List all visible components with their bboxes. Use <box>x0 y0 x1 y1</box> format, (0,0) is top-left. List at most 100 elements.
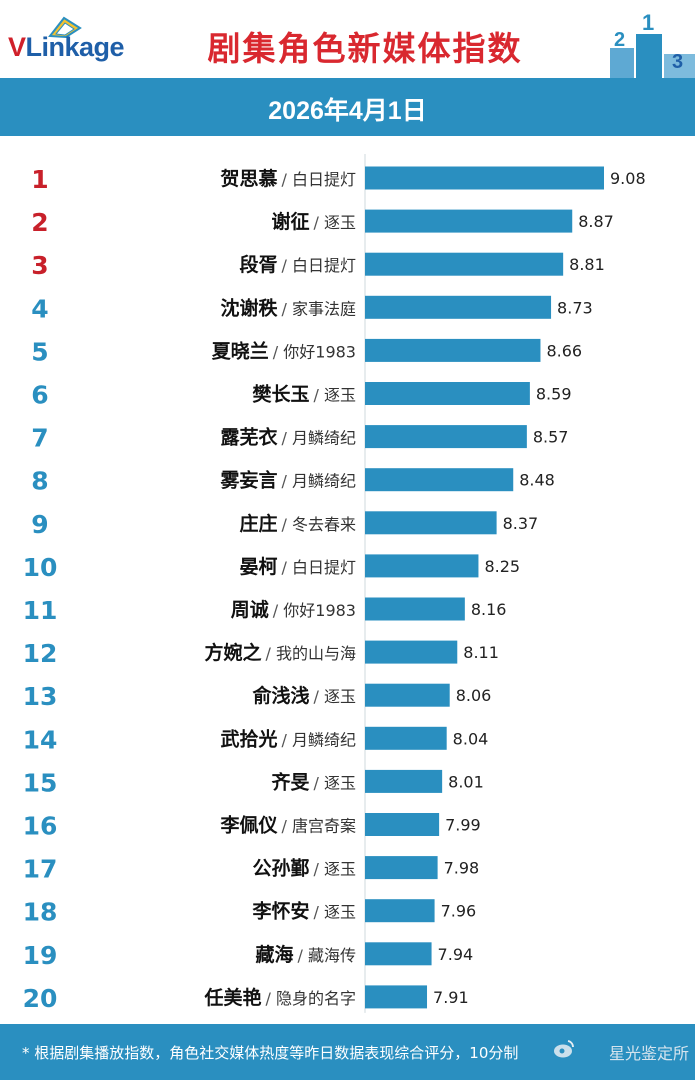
label-separator: / <box>282 429 292 448</box>
ranking-row-16: 16 李佩仪 / 唐宫奇案 7.99 <box>23 812 481 841</box>
label-separator: / <box>273 601 283 620</box>
score-bar <box>365 769 443 793</box>
show-title: 月鳞绮纪 <box>292 429 356 448</box>
score-value: 8.01 <box>448 772 484 791</box>
score-bar <box>365 856 438 880</box>
label-separator: / <box>282 515 292 534</box>
rank-number: 4 <box>31 294 48 323</box>
character-name: 齐旻 <box>271 770 309 793</box>
ranking-row-6: 6 樊长玉 / 逐玉 8.59 <box>31 381 571 410</box>
character-name: 雾妄言 <box>220 469 277 492</box>
score-bar <box>365 640 458 664</box>
score-value: 7.96 <box>441 902 477 921</box>
label-separator: / <box>282 558 292 577</box>
svg-text:3: 3 <box>672 51 683 73</box>
ranking-row-8: 8 雾妄言 / 月鳞绮纪 8.48 <box>31 467 555 496</box>
footer: * 根据剧集播放指数，角色社交媒体热度等昨日数据表现综合评分，10分制 星光鉴定… <box>0 1024 695 1080</box>
ranking-row-12: 12 方婉之 / 我的山与海 8.11 <box>23 639 499 668</box>
ranking-row-20: 20 任美艳 / 隐身的名字 7.91 <box>23 984 469 1013</box>
character-name: 李怀安 <box>251 900 309 923</box>
character-name: 贺思慕 <box>219 167 277 190</box>
score-bar <box>365 683 450 707</box>
ranking-row-1: 1 贺思慕 / 白日提灯 9.08 <box>31 165 645 194</box>
character-label: 周诚 / 你好1983 <box>231 599 356 621</box>
show-title: 我的山与海 <box>276 644 356 663</box>
character-label: 武拾光 / 月鳞绮纪 <box>220 727 356 750</box>
character-name: 夏晓兰 <box>212 339 269 362</box>
score-value: 7.94 <box>438 945 474 964</box>
ranking-row-5: 5 夏晓兰 / 你好1983 8.66 <box>31 337 582 366</box>
character-name: 公孙鄞 <box>252 857 309 880</box>
character-name: 任美艳 <box>203 986 261 1009</box>
rank-number: 3 <box>31 251 48 280</box>
label-separator: / <box>314 687 324 706</box>
character-label: 谢征 / 逐玉 <box>271 210 356 233</box>
show-title: 白日提灯 <box>292 256 356 275</box>
rank-number: 15 <box>23 768 58 797</box>
character-label: 李佩仪 / 唐宫奇案 <box>219 814 356 837</box>
show-title: 逐玉 <box>324 213 356 232</box>
character-name: 谢征 <box>271 210 309 233</box>
score-value: 8.06 <box>456 686 492 705</box>
rank-number: 8 <box>31 467 48 496</box>
score-value: 8.59 <box>536 385 572 404</box>
watermark-text: 星光鉴定所 <box>608 1044 689 1063</box>
svg-text:2: 2 <box>614 29 625 51</box>
show-title: 家事法庭 <box>292 299 356 318</box>
rank-number: 11 <box>23 596 58 625</box>
character-label: 李怀安 / 逐玉 <box>251 900 356 923</box>
character-name: 露芜衣 <box>220 426 277 449</box>
character-label: 夏晓兰 / 你好1983 <box>212 339 356 362</box>
score-value: 8.87 <box>578 212 614 231</box>
character-name: 李佩仪 <box>219 814 278 837</box>
character-label: 齐旻 / 逐玉 <box>271 770 356 793</box>
rank-number: 2 <box>31 208 48 237</box>
score-bar <box>365 511 497 535</box>
ranking-row-14: 14 武拾光 / 月鳞绮纪 8.04 <box>23 725 489 754</box>
rank-number: 19 <box>23 941 58 970</box>
ranking-row-18: 18 李怀安 / 逐玉 7.96 <box>23 898 477 927</box>
score-value: 8.81 <box>569 255 605 274</box>
score-bar <box>365 726 447 750</box>
character-name: 沈谢秩 <box>220 296 278 319</box>
character-label: 公孙鄞 / 逐玉 <box>252 857 356 880</box>
show-title: 白日提灯 <box>292 170 356 189</box>
logo-chart-icon <box>48 16 82 38</box>
show-title: 隐身的名字 <box>276 989 356 1008</box>
ranking-row-7: 7 露芜衣 / 月鳞绮纪 8.57 <box>31 424 568 453</box>
character-name: 俞浅浅 <box>251 684 309 707</box>
rank-number: 18 <box>23 898 58 927</box>
label-separator: / <box>314 213 324 232</box>
ranking-row-9: 9 庄庄 / 冬去春来 8.37 <box>31 510 538 539</box>
rank-number: 12 <box>23 639 58 668</box>
weibo-icon <box>554 1040 574 1058</box>
show-title: 逐玉 <box>324 860 356 879</box>
ranking-row-4: 4 沈谢秩 / 家事法庭 8.73 <box>31 294 592 323</box>
rank-number: 17 <box>23 855 58 884</box>
character-name: 段胥 <box>239 253 277 276</box>
label-separator: / <box>282 817 292 836</box>
character-name: 方婉之 <box>204 641 261 664</box>
ranking-row-13: 13 俞浅浅 / 逐玉 8.06 <box>23 682 492 711</box>
score-bar <box>365 166 604 190</box>
ranking-row-19: 19 藏海 / 藏海传 7.94 <box>23 941 474 970</box>
rank-number: 20 <box>23 984 58 1013</box>
label-separator: / <box>314 860 324 879</box>
character-label: 藏海 / 藏海传 <box>255 943 356 966</box>
ranking-row-3: 3 段胥 / 白日提灯 8.81 <box>31 251 604 280</box>
character-name: 藏海 <box>255 943 293 966</box>
label-separator: / <box>273 342 283 361</box>
show-title: 月鳞绮纪 <box>292 730 356 749</box>
rank-number: 14 <box>23 725 58 754</box>
character-label: 任美艳 / 隐身的名字 <box>203 986 356 1009</box>
show-title: 你好1983 <box>283 601 356 620</box>
character-name: 武拾光 <box>220 727 277 750</box>
label-separator: / <box>282 730 292 749</box>
ranking-row-17: 17 公孙鄞 / 逐玉 7.98 <box>23 855 480 884</box>
score-value: 8.66 <box>546 341 582 360</box>
score-value: 7.99 <box>445 816 481 835</box>
character-label: 方婉之 / 我的山与海 <box>204 641 356 664</box>
score-bar <box>365 382 530 405</box>
page-title: 剧集角色新媒体指数 <box>207 29 523 68</box>
character-name: 晏柯 <box>239 556 277 578</box>
